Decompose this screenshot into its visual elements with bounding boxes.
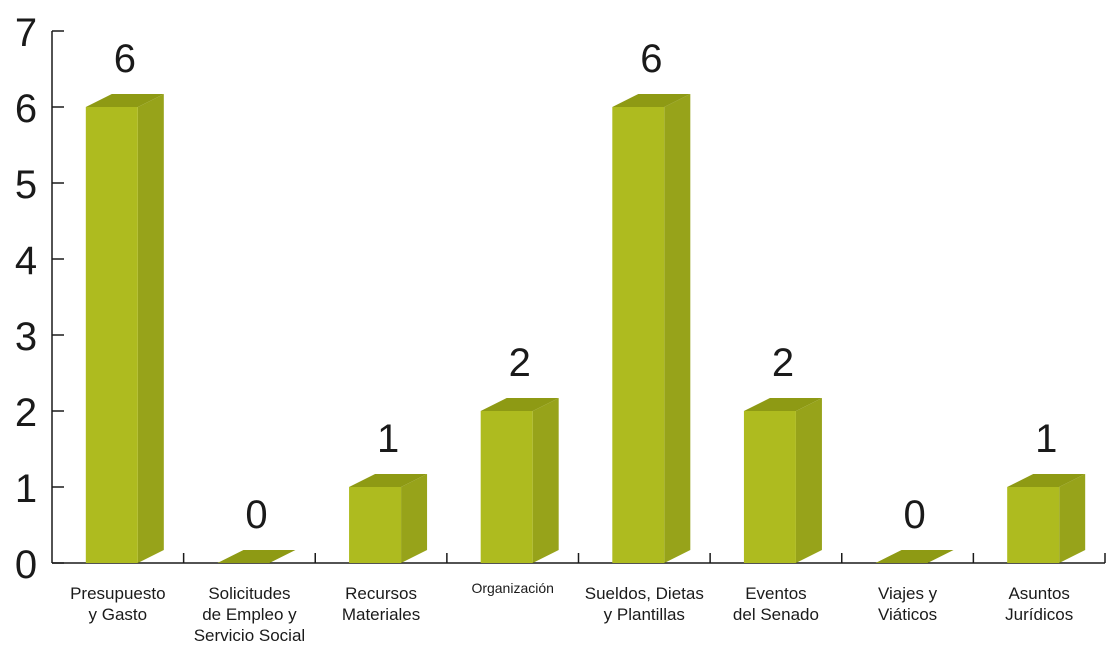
bar [1007,474,1086,563]
data-label: 6 [640,37,662,81]
bar [743,398,822,563]
bar [217,550,296,563]
category-label: Asuntos Jurídicos [1005,584,1073,624]
bar [612,94,691,563]
y-tick-label: 3 [15,315,37,359]
bar-front [1007,487,1060,563]
bar-side [664,94,691,563]
data-label: 1 [377,417,399,461]
data-labels: 6 0 1 2 6 2 0 1 [114,37,1058,537]
category-label: Recursos Materiales [342,584,420,624]
bar [875,550,954,563]
y-tick-label: 7 [15,11,37,55]
bar-front [85,107,138,563]
y-tick-label: 1 [15,467,37,511]
data-label: 2 [772,341,794,385]
data-label: 2 [509,341,531,385]
bar-side [532,398,559,563]
bar-side [137,94,164,563]
bar-front [612,107,665,563]
y-tick-label: 2 [15,391,37,435]
data-label: 6 [114,37,136,81]
bars [85,94,1086,563]
category-label: Sueldos, Dietas y Plantillas [585,584,704,624]
bar [349,474,428,563]
bar-top [1007,474,1086,487]
y-tick-label: 5 [15,163,37,207]
category-labels: Presupuesto y Gasto Solicitudes de Empleo y… [70,580,1073,645]
bar-side [795,398,822,563]
y-tick-label: 4 [15,239,37,283]
y-axis: 0 1 2 3 4 5 6 7 [15,11,64,587]
bar [85,94,164,563]
bar-front [480,411,533,563]
bar-top [217,550,296,563]
data-label: 0 [903,493,925,537]
bar-front [349,487,402,563]
y-tick-label: 0 [15,543,37,587]
bar-front [743,411,796,563]
category-label: Solicitudes de Empleo y Servicio Social [194,584,306,645]
data-label: 0 [245,493,267,537]
category-label: Viajes y Viáticos [878,584,938,624]
bar-side [1059,474,1086,563]
data-label: 1 [1035,417,1057,461]
bar [480,398,559,563]
bar-top [85,94,164,107]
bar-top [875,550,954,563]
bar-top [743,398,822,411]
bar-top [480,398,559,411]
y-tick-label: 6 [15,87,37,131]
category-label: Organización [471,580,554,596]
bar-top [349,474,428,487]
category-label: Eventos del Senado [733,584,819,624]
x-axis [52,553,1106,564]
bar-side [401,474,428,563]
category-label: Presupuesto y Gasto [70,584,165,624]
bar-top [612,94,691,107]
